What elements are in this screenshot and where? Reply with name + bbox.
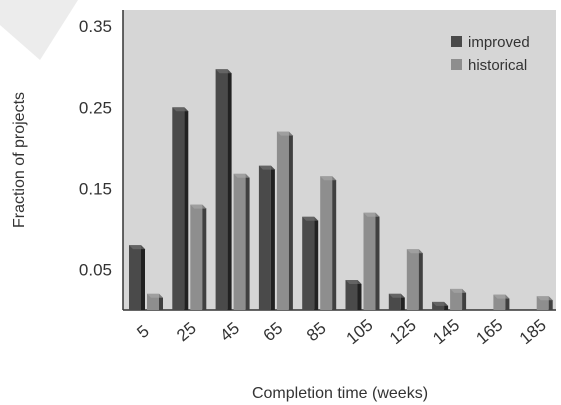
y-tick-label: 0.25 xyxy=(79,98,112,117)
bar-top xyxy=(493,294,510,299)
x-axis-title: Completion time (weeks) xyxy=(252,385,428,402)
y-tick-labels: 0.05 0.15 0.25 0.35 xyxy=(79,17,112,279)
bar-side xyxy=(400,293,405,310)
bar-historical-145 xyxy=(450,288,467,310)
bar-side xyxy=(184,107,189,310)
bar-side xyxy=(357,280,362,310)
bar-top xyxy=(258,165,275,170)
bar-improved-145 xyxy=(432,301,449,310)
bar-side xyxy=(159,293,163,310)
bar-top xyxy=(215,69,232,74)
bar-side xyxy=(270,165,275,310)
bar-front xyxy=(190,204,203,310)
bar-front xyxy=(172,107,185,310)
bar-side xyxy=(314,216,319,310)
x-tick-label: 25 xyxy=(173,318,200,345)
bar-top xyxy=(406,249,423,254)
x-tick-label: 65 xyxy=(260,318,287,345)
bar-side xyxy=(332,176,337,310)
bar-side xyxy=(418,249,423,310)
bar-front xyxy=(406,249,419,310)
bar-improved-85 xyxy=(302,216,319,310)
bar-historical-125 xyxy=(406,249,423,310)
bar-side xyxy=(227,69,232,311)
bar-top xyxy=(345,280,362,284)
bar-front xyxy=(345,280,358,310)
bar-top xyxy=(233,173,250,178)
bar-top xyxy=(388,293,405,298)
x-tick-label: 105 xyxy=(343,315,377,348)
y-axis-title: Fraction of projects xyxy=(11,92,28,228)
bar-front xyxy=(388,293,401,310)
bar-front xyxy=(320,176,333,310)
bar-top xyxy=(172,107,189,112)
corner-fold-shape xyxy=(0,0,78,60)
bar-front xyxy=(450,288,463,310)
bar-front xyxy=(302,216,315,310)
bar-improved-65 xyxy=(258,165,275,310)
bar-top xyxy=(320,176,337,181)
legend-swatch-historical xyxy=(451,59,462,70)
bar-historical-85 xyxy=(320,176,337,310)
x-tick-label: 85 xyxy=(303,318,330,345)
bar-historical-25 xyxy=(190,204,207,310)
y-tick-label: 0.15 xyxy=(79,179,112,198)
bar-improved-5 xyxy=(129,245,145,310)
y-tick-label: 0.05 xyxy=(79,260,112,279)
bar-top xyxy=(432,301,449,306)
x-tick-label: 185 xyxy=(516,315,550,348)
bar-historical-5 xyxy=(147,293,163,310)
bar-front xyxy=(233,173,246,310)
bar-top xyxy=(363,212,380,217)
x-tick-label: 165 xyxy=(473,315,507,348)
bar-improved-45 xyxy=(215,69,232,311)
x-tick-labels: 5 25 45 65 85 105 125 145 165 185 xyxy=(133,315,549,348)
bar-historical-65 xyxy=(276,131,293,310)
bar-side xyxy=(202,204,207,310)
bar-historical-185 xyxy=(536,296,553,310)
legend-label-historical: historical xyxy=(468,57,527,74)
bars-group xyxy=(129,69,553,311)
x-tick-label: 145 xyxy=(429,315,463,348)
bar-top xyxy=(302,216,319,221)
legend-swatch-improved xyxy=(451,36,462,47)
legend: improved historical xyxy=(451,34,530,74)
bar-improved-25 xyxy=(172,107,189,310)
bar-side xyxy=(288,131,293,310)
bar-top xyxy=(536,296,553,301)
bar-front xyxy=(215,69,228,311)
bar-front xyxy=(363,212,376,310)
bar-front xyxy=(258,165,271,310)
bar-top xyxy=(276,131,293,136)
bar-side xyxy=(462,288,467,310)
bar-historical-165 xyxy=(493,294,510,310)
y-tick-label: 0.35 xyxy=(79,17,112,36)
legend-label-improved: improved xyxy=(468,34,530,51)
x-tick-label: 45 xyxy=(216,318,243,345)
bar-improved-125 xyxy=(388,293,405,310)
bar-top xyxy=(450,288,467,293)
bar-side xyxy=(375,212,380,310)
bar-historical-45 xyxy=(233,173,250,310)
x-tick-label: 125 xyxy=(386,315,420,348)
bar-side xyxy=(141,245,145,310)
bar-top xyxy=(190,204,207,209)
bar-improved-105 xyxy=(345,280,362,310)
x-tick-label: 5 xyxy=(133,321,152,342)
bar-side xyxy=(245,173,250,310)
bar-front xyxy=(276,131,289,310)
bar-top xyxy=(129,245,145,250)
bar-historical-105 xyxy=(363,212,380,310)
bar-front xyxy=(147,293,159,310)
bar-top xyxy=(147,293,163,298)
bar-front xyxy=(432,301,445,310)
bar-front xyxy=(129,245,141,310)
